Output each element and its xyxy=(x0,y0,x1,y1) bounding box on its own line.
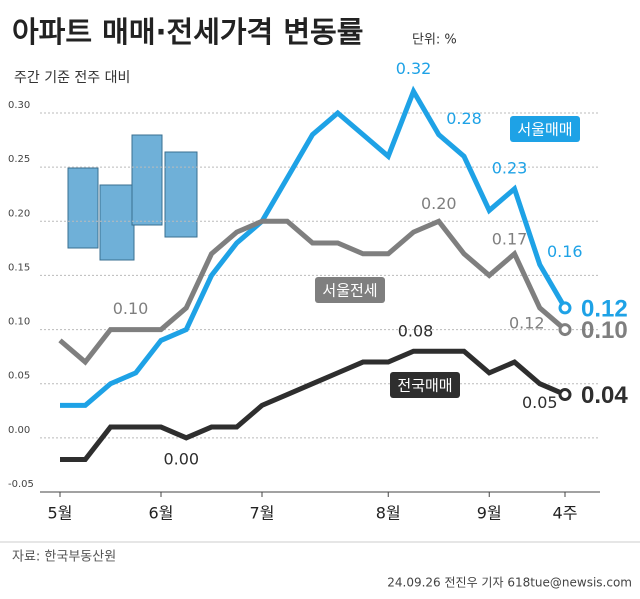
end-point xyxy=(558,388,572,402)
value-label: 0.16 xyxy=(547,242,583,261)
series-line xyxy=(60,85,568,408)
value-label: 0.28 xyxy=(446,109,482,128)
x-tick-label: 9월 xyxy=(477,504,502,523)
value-label: 0.17 xyxy=(492,229,528,248)
y-tick-label: 0.30 xyxy=(8,100,30,111)
value-label: 0.10 xyxy=(113,299,149,318)
value-label: 0.20 xyxy=(421,194,457,213)
unit: 단위: % xyxy=(412,33,457,48)
source: 자료: 한국부동산원 xyxy=(12,550,116,565)
value-label: 0.23 xyxy=(492,158,528,177)
end-label: 0.12 xyxy=(581,295,628,322)
value-label: 0.00 xyxy=(163,449,199,468)
x-tick-label: 7월 xyxy=(250,504,275,523)
y-tick-label: -0.05 xyxy=(8,479,34,490)
subtitle: 주간 기준 전주 대비 xyxy=(14,70,130,86)
end-label: 0.10 xyxy=(581,317,628,344)
series-line xyxy=(58,218,567,366)
value-label: 0.05 xyxy=(522,393,558,412)
y-tick-label: 0.05 xyxy=(8,371,30,382)
legend-label: 서울매매 xyxy=(517,121,572,139)
legend-label: 전국매매 xyxy=(397,377,452,395)
building-icon xyxy=(67,134,198,261)
value-label: 0.12 xyxy=(509,313,545,332)
end-point xyxy=(558,301,572,315)
y-tick-label: 0.20 xyxy=(8,208,30,219)
value-label: 0.32 xyxy=(396,59,432,78)
legend-label: 서울전세 xyxy=(322,282,377,300)
y-tick-label: 0.25 xyxy=(8,154,30,165)
y-tick-label: 0.10 xyxy=(8,317,30,328)
x-tick-label: 6월 xyxy=(149,504,174,523)
legend-box xyxy=(390,372,460,398)
chart-title: 아파트 매매·전세가격 변동률 xyxy=(12,15,363,49)
series-line xyxy=(60,348,566,463)
y-tick-label: 0.15 xyxy=(8,262,30,273)
value-label: 0.08 xyxy=(398,322,434,341)
legend-box xyxy=(510,116,580,142)
legend-box xyxy=(315,277,385,303)
y-tick-label: 0.00 xyxy=(8,425,30,436)
x-tick-label: 5월 xyxy=(48,504,73,523)
x-tick-label: 8월 xyxy=(376,504,401,523)
x-tick-label: 4주 xyxy=(553,504,578,523)
credit: 24.09.26 전진우 기자 618tue@newsis.com xyxy=(387,576,632,590)
end-label: 0.04 xyxy=(581,382,628,409)
end-point xyxy=(558,323,572,337)
